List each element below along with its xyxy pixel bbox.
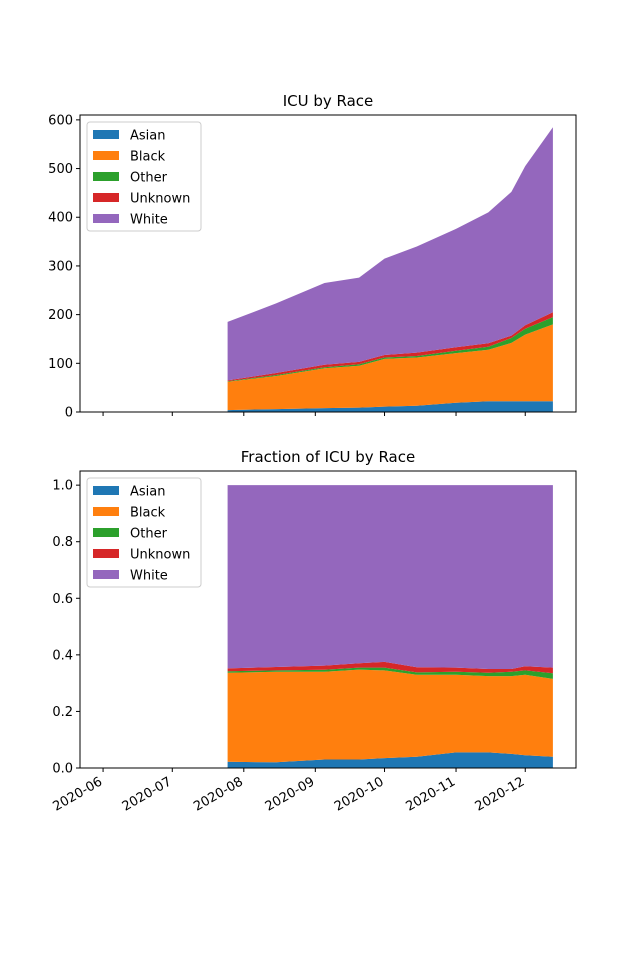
chart-title: Fraction of ICU by Race bbox=[241, 448, 415, 466]
y-tick-label: 0.4 bbox=[52, 648, 73, 663]
legend-label-black: Black bbox=[130, 506, 166, 521]
x-tick-label: 2020-10 bbox=[332, 774, 387, 814]
legend-swatch-white bbox=[93, 214, 119, 223]
legend: Asian Black Other Unknown White bbox=[86, 121, 202, 232]
area-white bbox=[227, 127, 553, 381]
legend-swatch-other bbox=[93, 528, 119, 537]
y-tick-label: 600 bbox=[48, 113, 73, 128]
y-tick-label: 300 bbox=[48, 259, 73, 274]
y-tick-label: 500 bbox=[48, 162, 73, 177]
legend-frame bbox=[86, 121, 202, 232]
y-tick-label: 100 bbox=[48, 357, 73, 372]
legend-label-black: Black bbox=[130, 150, 166, 165]
legend-swatch-asian bbox=[93, 486, 119, 495]
legend-label-asian: Asian bbox=[130, 129, 165, 144]
y-tick-label: 400 bbox=[48, 211, 73, 226]
x-tick-label: 2020-11 bbox=[403, 774, 458, 814]
legend-label-other: Other bbox=[130, 171, 168, 186]
area-unknown bbox=[227, 661, 553, 674]
legend-label-unknown: Unknown bbox=[130, 548, 190, 563]
area-asian bbox=[227, 401, 553, 412]
stacked-areas bbox=[227, 485, 553, 768]
legend-frame bbox=[86, 477, 202, 588]
icu-by-race-panel: 0 100 200 300 400 500 600 ICU by Race Asian Bla… bbox=[48, 92, 577, 421]
x-tick-label: 2020-08 bbox=[191, 774, 246, 814]
legend-label-white: White bbox=[130, 569, 168, 584]
legend-swatch-unknown bbox=[93, 193, 119, 202]
axis-ticks: 0 100 200 300 400 500 600 bbox=[48, 113, 526, 421]
y-tick-label: 0.0 bbox=[52, 762, 73, 777]
x-tick-label: 2020-06 bbox=[51, 774, 106, 814]
legend-swatch-unknown bbox=[93, 549, 119, 558]
legend-swatch-black bbox=[93, 151, 119, 160]
legend-swatch-white bbox=[93, 570, 119, 579]
area-unknown bbox=[227, 312, 553, 382]
legend-label-asian: Asian bbox=[130, 485, 165, 500]
area-other bbox=[227, 667, 553, 679]
y-tick-label: 0.8 bbox=[52, 535, 73, 550]
y-tick-label: 1.0 bbox=[52, 479, 73, 494]
x-tick-label: 2020-09 bbox=[263, 774, 318, 814]
area-other bbox=[227, 317, 553, 382]
chart-title: ICU by Race bbox=[283, 92, 374, 110]
axes-frame bbox=[79, 470, 577, 769]
y-tick-label: 0.2 bbox=[52, 705, 73, 720]
area-asian bbox=[227, 752, 553, 768]
legend-swatch-other bbox=[93, 172, 119, 181]
x-tick-label: 2020-12 bbox=[473, 774, 528, 814]
y-tick-label: 0 bbox=[65, 406, 73, 421]
legend-swatch-asian bbox=[93, 130, 119, 139]
legend-label-other: Other bbox=[130, 527, 168, 542]
legend-label-white: White bbox=[130, 213, 168, 228]
fraction-icu-by-race-panel: 0.0 0.2 0.4 0.6 0.8 1.0 2020-06 2020-07 2020-08 2… bbox=[51, 448, 577, 815]
stacked-areas bbox=[227, 127, 553, 412]
y-tick-label: 200 bbox=[48, 308, 73, 323]
x-tick-label: 2020-07 bbox=[120, 774, 175, 814]
area-black bbox=[227, 669, 553, 763]
area-white bbox=[227, 485, 553, 669]
axes-frame bbox=[79, 114, 577, 413]
legend: Asian Black Other Unknown White bbox=[86, 477, 202, 588]
legend-swatch-black bbox=[93, 507, 119, 516]
legend-label-unknown: Unknown bbox=[130, 192, 190, 207]
area-black bbox=[227, 324, 553, 411]
y-tick-label: 0.6 bbox=[52, 592, 73, 607]
